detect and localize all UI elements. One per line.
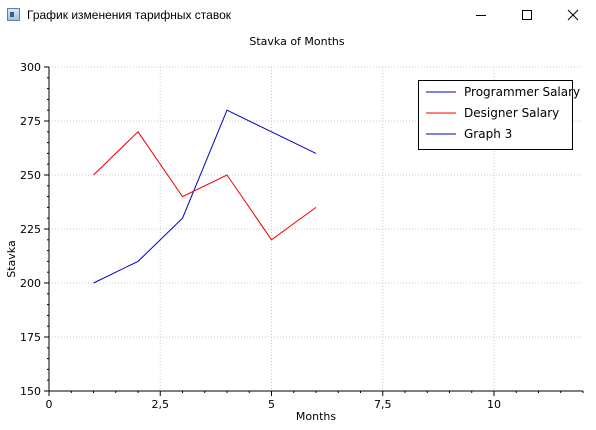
y-tick-label: 225	[20, 223, 41, 236]
y-tick-label: 275	[20, 115, 41, 128]
y-axis-label: Stavka	[5, 240, 18, 277]
y-tick-label: 200	[20, 277, 41, 290]
x-tick-label: 7,5	[374, 398, 392, 411]
series-line-1	[93, 109, 317, 284]
close-button[interactable]	[550, 0, 596, 30]
legend-label: Programmer Salary	[464, 85, 580, 99]
maximize-button[interactable]	[504, 0, 550, 30]
legend-label: Graph 3	[464, 127, 512, 141]
maximize-icon	[522, 10, 532, 20]
minimize-icon	[476, 15, 486, 16]
x-tick-label: 10	[487, 398, 501, 411]
x-tick-label: 0	[46, 398, 53, 411]
y-tick-label: 175	[20, 331, 41, 344]
chart-plot: Stavka of Months Months Stavka 150 175 200…	[5, 35, 584, 423]
chart-title: Stavka of Months	[249, 35, 345, 48]
y-tick-label: 250	[20, 169, 41, 182]
close-icon	[567, 9, 579, 21]
legend-label: Designer Salary	[464, 106, 559, 120]
x-axis-label: Months	[296, 410, 336, 423]
minimize-button[interactable]	[458, 0, 504, 30]
y-tick-label: 300	[20, 61, 41, 74]
x-tick-label: 5	[268, 398, 275, 411]
window-title: График изменения тарифных ставок	[27, 8, 231, 22]
x-tick-label: 2,5	[152, 398, 170, 411]
series-line-2	[93, 131, 317, 241]
app-icon	[7, 8, 20, 21]
y-tick-label: 150	[20, 385, 41, 398]
window-titlebar: График изменения тарифных ставок	[0, 0, 596, 30]
